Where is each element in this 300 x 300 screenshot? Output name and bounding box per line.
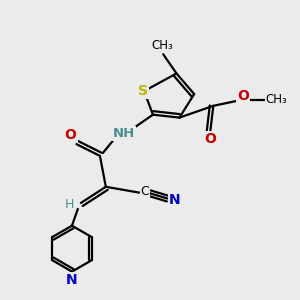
Text: CH₃: CH₃ bbox=[266, 93, 287, 106]
Text: S: S bbox=[138, 84, 148, 98]
Text: O: O bbox=[237, 88, 249, 103]
Text: O: O bbox=[204, 132, 216, 146]
Text: N: N bbox=[66, 273, 78, 287]
Text: N: N bbox=[169, 193, 181, 207]
Text: NH: NH bbox=[112, 127, 135, 140]
Text: H: H bbox=[65, 198, 74, 211]
Text: O: O bbox=[64, 128, 76, 142]
Text: C: C bbox=[141, 185, 149, 198]
Text: CH₃: CH₃ bbox=[151, 39, 173, 52]
